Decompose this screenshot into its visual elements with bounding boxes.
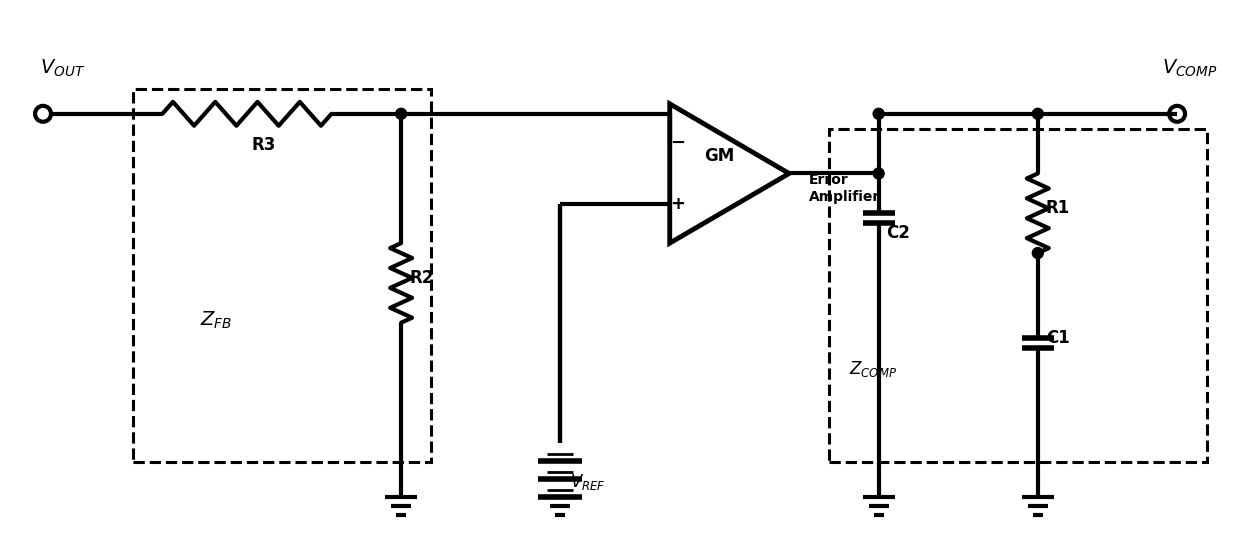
Text: C1: C1: [1045, 329, 1070, 346]
Text: $V_{COMP}$: $V_{COMP}$: [1162, 58, 1218, 79]
Text: $Z_{FB}$: $Z_{FB}$: [200, 310, 232, 331]
Text: +: +: [670, 195, 686, 213]
Bar: [828, 129, 1207, 462]
Text: −: −: [670, 134, 686, 152]
Circle shape: [873, 108, 884, 119]
Text: C2: C2: [887, 224, 910, 242]
Text: R3: R3: [252, 136, 277, 154]
Circle shape: [873, 168, 884, 179]
Circle shape: [1033, 108, 1043, 119]
Text: R1: R1: [1045, 199, 1070, 217]
Bar: [133, 89, 432, 462]
Text: R2: R2: [409, 269, 434, 287]
Text: GM: GM: [704, 147, 734, 165]
Text: $Z_{COMP}$: $Z_{COMP}$: [849, 359, 897, 378]
Circle shape: [1033, 248, 1043, 259]
Circle shape: [396, 108, 407, 119]
Text: Error
Amplifier: Error Amplifier: [808, 173, 880, 204]
Text: $V_{REF}$: $V_{REF}$: [570, 472, 606, 492]
Text: $V_{OUT}$: $V_{OUT}$: [40, 58, 86, 79]
